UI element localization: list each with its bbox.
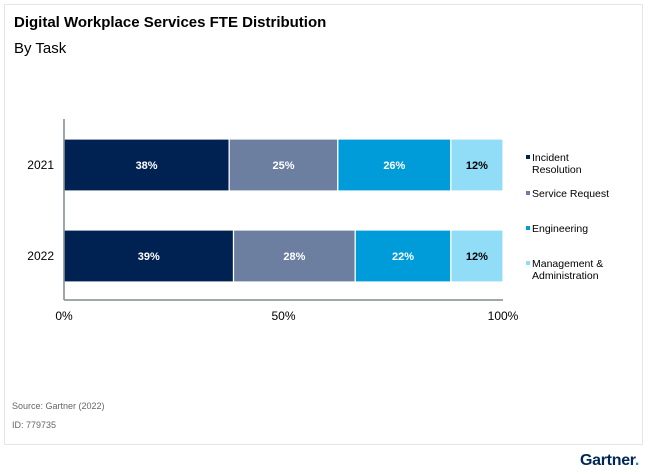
legend-swatch: [526, 155, 530, 159]
bar-segment: [450, 138, 504, 192]
legend-label: Service Request: [532, 188, 609, 200]
category-label: 2022: [27, 249, 54, 263]
legend-label: Engineering: [532, 223, 588, 235]
data-label: 38%: [136, 160, 158, 172]
data-label: 25%: [272, 160, 294, 172]
legend-swatch: [526, 191, 530, 195]
data-label: 12%: [466, 160, 488, 172]
x-tick-label: 100%: [488, 309, 519, 323]
logo-text: Gartner: [580, 452, 635, 469]
figure-id: ID: 779735: [12, 420, 57, 430]
bars-group: 38% 25% 26% 12% 39% 28% 22% 12%: [63, 138, 504, 283]
legend-label: Management &: [532, 258, 603, 270]
bar-segment: [228, 138, 339, 192]
chart-card: [4, 4, 643, 445]
data-label: 22%: [392, 251, 414, 263]
data-label: 26%: [383, 160, 405, 172]
data-label: 28%: [283, 251, 305, 263]
bar-segment: [354, 229, 452, 283]
logo-dot: .: [634, 452, 639, 469]
chart-subtitle: By Task: [14, 40, 67, 57]
legend-swatch: [526, 261, 530, 265]
legend-swatch: [526, 226, 530, 230]
gartner-logo: Gartner.: [580, 452, 639, 470]
x-tick-label: 50%: [271, 309, 295, 323]
data-label: 12%: [466, 251, 488, 263]
data-label: 39%: [138, 251, 160, 263]
bar-segment: [232, 229, 356, 283]
legend-label: Incident: [532, 152, 569, 164]
axes-group: 2021 2022 0% 50% 100%: [27, 119, 519, 323]
chart-title: Digital Workplace Services FTE Distribut…: [14, 14, 327, 31]
bar-segment: [450, 229, 504, 283]
source-note: Source: Gartner (2022): [12, 401, 105, 411]
category-label: 2021: [27, 158, 54, 172]
legend-label: Administration: [532, 270, 599, 282]
legend-label: Resolution: [532, 164, 582, 176]
x-tick-label: 0%: [55, 309, 73, 323]
